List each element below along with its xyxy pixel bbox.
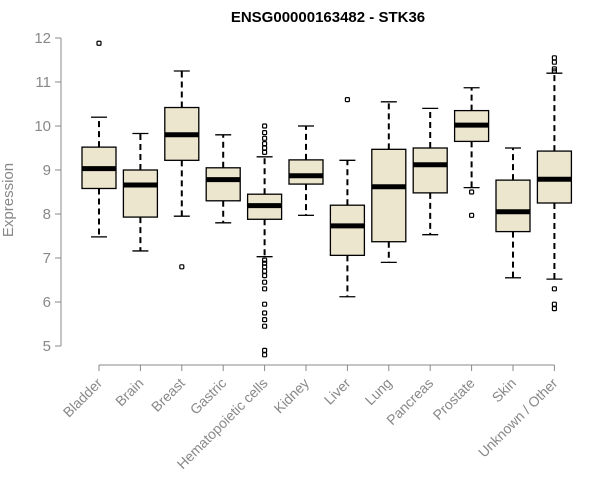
y-tick-label: 9 — [43, 162, 51, 179]
box-pancreas — [412, 107, 448, 236]
y-tick-label: 12 — [34, 30, 51, 47]
box-iqr — [329, 204, 366, 257]
outlier-point — [551, 301, 558, 307]
box-breast — [164, 70, 200, 270]
box-kidney — [288, 125, 324, 216]
outlier-point — [551, 66, 558, 72]
box-prostate — [453, 87, 490, 218]
outlier-point — [96, 40, 102, 46]
outlier-point — [262, 301, 268, 307]
box-group — [81, 40, 573, 358]
y-tick-label: 11 — [35, 74, 51, 91]
chart-title: ENSG00000163482 - STK36 — [231, 9, 425, 26]
y-tick-label: 10 — [34, 118, 51, 135]
box-brain — [122, 132, 159, 252]
x-tick-label: Bladder — [60, 375, 106, 421]
outlier-point — [262, 123, 268, 129]
outlier-point — [262, 149, 268, 155]
x-tick-label: Skin — [489, 375, 520, 406]
x-tick-label: Lung — [362, 375, 395, 408]
x-tick-label: Liver — [321, 375, 354, 408]
box-hematopoietic-cells — [246, 123, 283, 358]
outlier-point — [262, 257, 268, 263]
outlier-point — [551, 55, 558, 61]
y-tick-label: 5 — [43, 338, 51, 355]
outlier-point — [262, 145, 268, 151]
outlier-point — [551, 59, 558, 65]
outlier-point — [551, 286, 558, 292]
outlier-point — [262, 317, 268, 323]
outlier-point — [262, 323, 268, 329]
box-lung — [371, 101, 407, 264]
outlier-point — [262, 347, 268, 353]
x-tick-label: Prostate — [430, 375, 478, 423]
box-iqr — [371, 148, 407, 243]
outlier-point — [262, 279, 268, 285]
outlier-point — [262, 268, 268, 274]
y-axis: 5 6 7 8 9 10 11 12 — [34, 30, 62, 355]
outlier-point — [551, 306, 558, 312]
box-iqr — [288, 159, 324, 185]
outlier-point — [262, 273, 268, 279]
outlier-point — [262, 286, 268, 292]
outlier-point — [262, 141, 268, 147]
outlier-point — [179, 264, 185, 270]
box-gastric — [205, 134, 241, 224]
y-tick-label: 8 — [43, 206, 51, 223]
x-tick-label: Kidney — [271, 375, 313, 417]
outlier-point — [262, 130, 268, 136]
outlier-point — [262, 310, 268, 316]
outlier-point — [469, 189, 475, 195]
outlier-point — [262, 135, 268, 141]
box-skin — [495, 147, 531, 279]
outlier-point — [344, 96, 350, 103]
box-liver — [329, 96, 366, 298]
y-tick-label: 6 — [43, 294, 51, 311]
x-tick-label: Brain — [112, 375, 146, 409]
box-unknown-other — [536, 55, 573, 312]
y-axis-label: Expression — [0, 163, 17, 237]
y-tick-label: 7 — [43, 250, 51, 267]
box-iqr — [412, 147, 448, 194]
box-iqr — [122, 169, 159, 218]
box-iqr — [205, 167, 241, 202]
x-tick-label: Breast — [148, 375, 188, 415]
outlier-point — [469, 212, 475, 218]
box-bladder — [81, 40, 117, 238]
outlier-point — [262, 260, 268, 266]
outlier-point — [262, 352, 268, 358]
x-tick-label: Unknown / Other — [475, 375, 561, 461]
box-iqr — [495, 179, 531, 233]
